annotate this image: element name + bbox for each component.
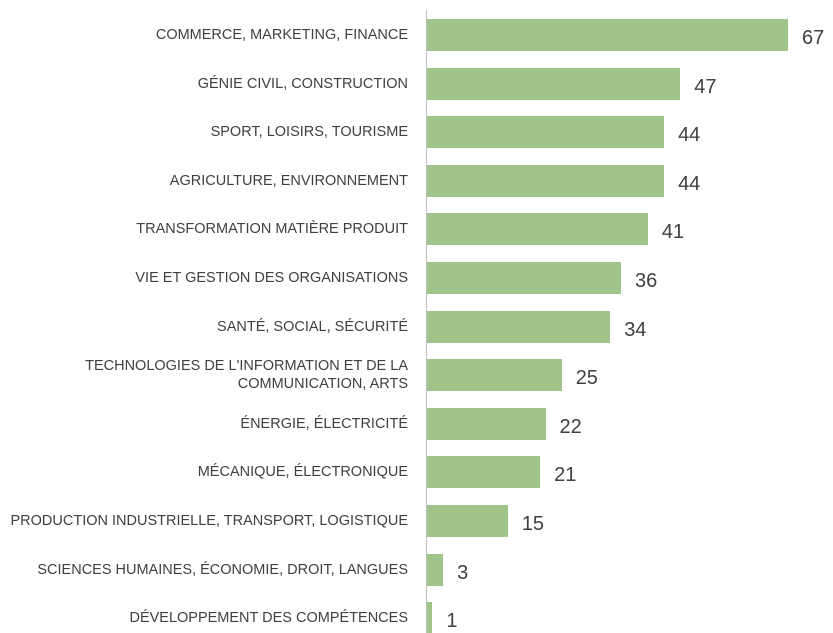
bar bbox=[427, 19, 788, 51]
category-label: MÉCANIQUE, ÉLECTRONIQUE bbox=[197, 464, 408, 481]
bar bbox=[427, 553, 444, 586]
value-label: 44 bbox=[678, 172, 701, 195]
category-label: DÉVELOPPEMENT DES COMPÉTENCES bbox=[129, 610, 408, 627]
bar bbox=[427, 310, 611, 343]
value-label: 41 bbox=[661, 221, 685, 244]
bar bbox=[427, 116, 665, 149]
value-label: 22 bbox=[559, 415, 582, 438]
category-label: ÉNERGIE, ÉLECTRICITÉ bbox=[240, 415, 408, 432]
bar bbox=[427, 456, 541, 489]
value-label: 67 bbox=[802, 27, 825, 49]
category-label: TRANSFORMATION MATIÈRE PRODUIT bbox=[136, 221, 408, 238]
category-label: SCIENCES HUMAINES, ÉCONOMIE, DROIT, LANG… bbox=[37, 561, 408, 578]
category-label: SPORT, LOISIRS, TOURISME bbox=[210, 124, 408, 141]
category-label: AGRICULTURE, ENVIRONNEMENT bbox=[169, 172, 408, 189]
value-label: 15 bbox=[521, 513, 545, 535]
category-label: SANTÉ, SOCIAL, SÉCURITÉ bbox=[217, 318, 408, 335]
bar bbox=[427, 67, 681, 100]
value-label: 36 bbox=[634, 270, 658, 292]
category-label: COMMERCE, MARKETING, FINANCE bbox=[155, 27, 408, 43]
value-label: 21 bbox=[554, 464, 577, 487]
value-label: 34 bbox=[624, 318, 647, 341]
axis-line bbox=[426, 10, 427, 633]
bar bbox=[427, 359, 562, 392]
value-label: 1 bbox=[446, 610, 458, 633]
category-label: TECHNOLOGIES DE L'INFORMATION ET DE LA C… bbox=[85, 358, 408, 393]
bar bbox=[427, 262, 621, 294]
value-label: 25 bbox=[575, 367, 598, 390]
bar bbox=[427, 213, 648, 246]
value-label: 44 bbox=[678, 124, 701, 147]
value-label: 3 bbox=[457, 561, 469, 584]
bar bbox=[427, 505, 508, 537]
bar bbox=[427, 602, 433, 633]
category-label: VIE ET GESTION DES ORGANISATIONS bbox=[135, 270, 408, 286]
value-label: 47 bbox=[694, 75, 717, 98]
category-label: GÉNIE CIVIL, CONSTRUCTION bbox=[197, 75, 408, 92]
bar bbox=[427, 407, 546, 440]
category-label: PRODUCTION INDUSTRIELLE, TRANSPORT, LOGI… bbox=[10, 513, 408, 529]
bar bbox=[427, 164, 665, 197]
